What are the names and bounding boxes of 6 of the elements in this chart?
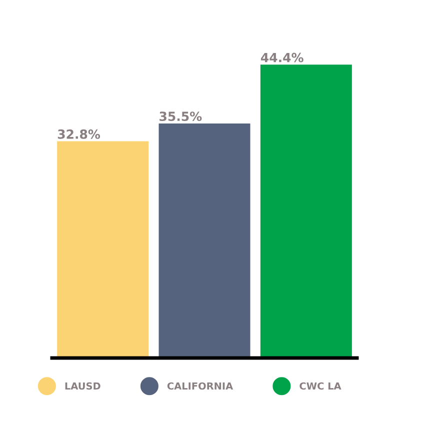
- legend-label: CWC LA: [300, 382, 342, 390]
- legend-label: CALIFORNIA: [167, 382, 234, 390]
- data-label: 32.8%: [58, 129, 100, 139]
- data-label: 44.4%: [260, 52, 304, 62]
- data-label: 35.5%: [160, 112, 202, 122]
- legend-label: LAUSD: [65, 382, 100, 390]
